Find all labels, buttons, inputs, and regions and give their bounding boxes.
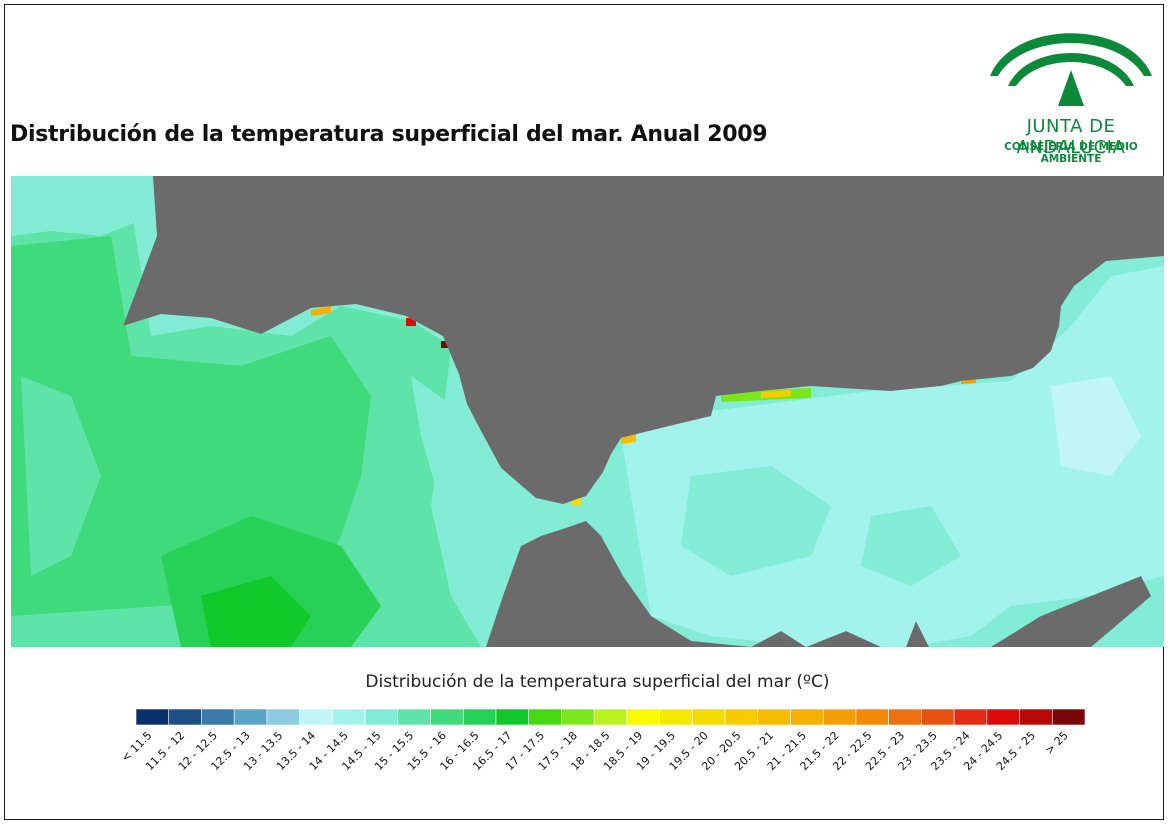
legend-swatch bbox=[593, 709, 628, 725]
legend-swatch bbox=[822, 709, 857, 725]
legend-swatch bbox=[462, 709, 497, 725]
legend-swatch bbox=[495, 709, 529, 725]
page-title: Distribución de la temperatura superfici… bbox=[10, 122, 768, 147]
legend-swatch bbox=[364, 709, 399, 725]
legend-swatch bbox=[528, 709, 562, 725]
legend-swatch bbox=[888, 709, 922, 725]
legend-swatch bbox=[986, 709, 1020, 725]
legend-swatch bbox=[332, 709, 366, 725]
legend-swatch bbox=[397, 709, 431, 725]
legend-swatch bbox=[201, 709, 235, 725]
legend-title: Distribución de la temperatura superfici… bbox=[365, 672, 830, 692]
legend-swatch bbox=[430, 709, 464, 725]
legend-swatch bbox=[1051, 709, 1085, 725]
legend-swatch bbox=[692, 709, 726, 725]
legend-swatch bbox=[659, 709, 693, 725]
legend-swatch bbox=[561, 709, 595, 725]
junta-andalucia-logo bbox=[990, 33, 1152, 106]
legend-color-bar bbox=[136, 709, 1085, 725]
sea-temperature-map bbox=[11, 176, 1164, 647]
legend-swatch bbox=[790, 709, 824, 725]
logo-text-consejeria: CONSEJERÍA DE MEDIO AMBIENTE bbox=[1004, 141, 1138, 165]
logo-text-junta: JUNTA DE ANDALUCIA bbox=[1016, 116, 1126, 158]
legend-swatch bbox=[626, 709, 660, 725]
legend-swatch bbox=[233, 709, 268, 725]
legend-swatch bbox=[266, 709, 300, 725]
legend-swatch bbox=[299, 709, 333, 725]
legend-label: > 25 bbox=[1043, 729, 1071, 757]
legend-swatch bbox=[724, 709, 759, 725]
legend-swatch bbox=[855, 709, 889, 725]
legend-swatch bbox=[136, 709, 170, 725]
legend-swatch bbox=[168, 709, 202, 725]
legend-swatch bbox=[1019, 709, 1053, 725]
legend-swatch bbox=[921, 709, 955, 725]
legend-swatch bbox=[953, 709, 988, 725]
legend-swatch bbox=[757, 709, 791, 725]
